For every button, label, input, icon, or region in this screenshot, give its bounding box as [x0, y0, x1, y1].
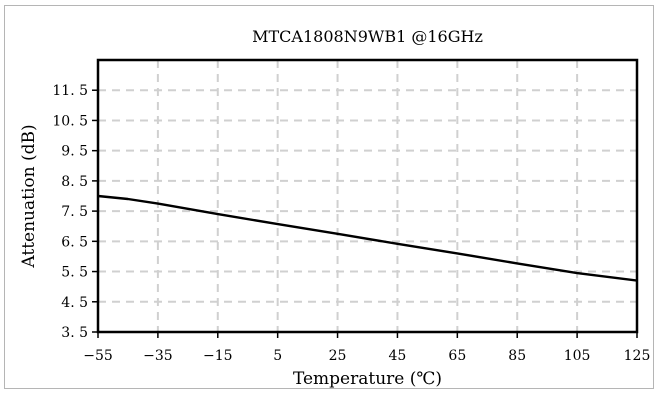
- x-tick-label: 45: [389, 348, 407, 364]
- data-series-line: [97, 194, 638, 282]
- x-axis-ticks: −55 −35 −15 5 25 45 65 85 105 125: [83, 332, 650, 364]
- x-tick-label: −15: [203, 348, 233, 364]
- chart-frame: [4, 5, 654, 389]
- grid-lines: [98, 60, 637, 333]
- x-tick-label: 105: [564, 348, 591, 364]
- plot-area: [97, 194, 638, 282]
- x-tick-label: 85: [508, 348, 526, 364]
- y-tick-label: 3. 5: [61, 325, 88, 341]
- x-axis-label: Temperature (℃): [293, 369, 442, 389]
- y-axis-label: Attenuation (dB): [19, 124, 39, 268]
- x-tick-label: 125: [624, 348, 651, 364]
- plot-border: [96, 58, 639, 334]
- x-tick-label: 65: [448, 348, 466, 364]
- x-tick-label: −55: [83, 348, 113, 364]
- x-tick-label: −35: [143, 348, 173, 364]
- y-tick-label: 10. 5: [52, 113, 88, 129]
- y-tick-label: 7. 5: [61, 204, 88, 220]
- y-tick-label: 9. 5: [61, 144, 88, 160]
- y-tick-label: 11. 5: [52, 83, 88, 99]
- x-tick-label: 5: [273, 348, 282, 364]
- chart-title: MTCA1808N9WB1 @16GHz: [252, 27, 483, 46]
- y-tick-label: 4. 5: [61, 295, 88, 311]
- y-tick-label: 6. 5: [61, 234, 88, 250]
- y-tick-label: 5. 5: [61, 265, 88, 281]
- x-tick-label: 25: [329, 348, 347, 364]
- y-tick-label: 8. 5: [61, 174, 88, 190]
- y-axis-ticks: 3. 5 4. 5 5. 5 6. 5 7. 5 8. 5 9. 5 10. 5 11. 5: [52, 83, 98, 341]
